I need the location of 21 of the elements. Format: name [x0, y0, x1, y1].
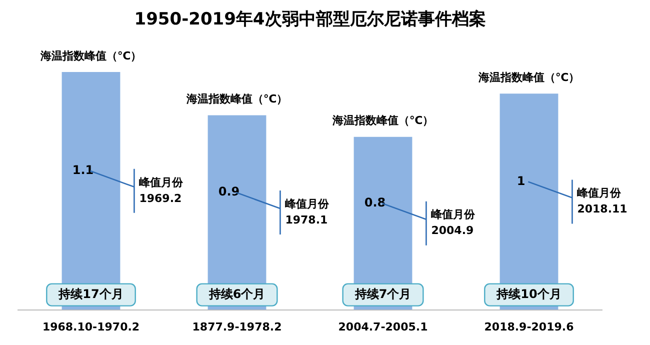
data-label: 1.1 [72, 163, 94, 178]
annotation: 峰值月份 1969.2 [139, 176, 184, 205]
annotation: 峰值月份 2018.11 [577, 186, 628, 216]
annotation: 峰值月份 2004.9 [431, 208, 476, 238]
data-label: 1 [516, 174, 526, 188]
x-tick-label: 2004.7-2005.1 [338, 320, 428, 334]
annotation: 海温指数峰值（℃） [185, 92, 288, 106]
annotation: 持续6个月 [208, 286, 266, 301]
annotation: 海温指数峰值（℃） [331, 114, 434, 128]
x-tick-label: 1877.9-1978.2 [192, 320, 282, 334]
x-tick-label: 1968.10-1970.2 [42, 320, 140, 334]
annotation: 持续17个月 [58, 286, 124, 301]
data-label: 0.9 [218, 184, 240, 199]
annotation: 持续10个月 [496, 286, 562, 301]
annotation: 峰值月份 1978.1 [285, 197, 330, 226]
annotation: 持续7个月 [354, 286, 412, 301]
chart-title: 1950-2019年4次弱中部型厄尔尼诺事件档案 [134, 8, 486, 30]
data-label: 0.8 [364, 195, 386, 210]
annotation: 海温指数峰值（℃） [477, 70, 580, 84]
x-tick-label: 2018.9-2019.6 [484, 320, 574, 334]
annotation: 海温指数峰值（℃） [39, 49, 142, 62]
